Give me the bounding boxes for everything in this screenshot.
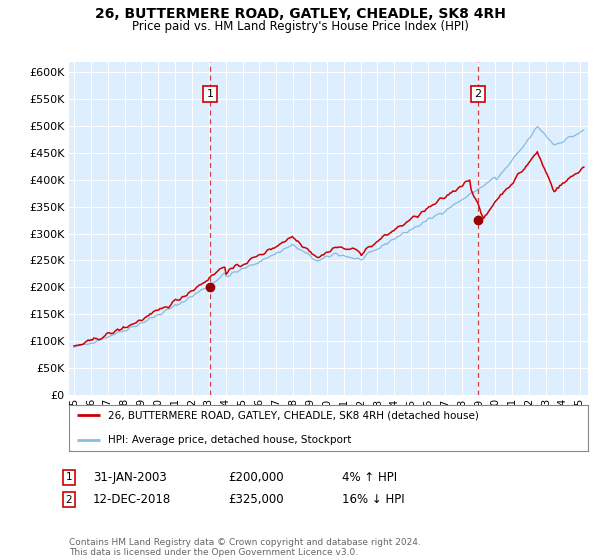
Text: Price paid vs. HM Land Registry's House Price Index (HPI): Price paid vs. HM Land Registry's House … <box>131 20 469 32</box>
Text: 12-DEC-2018: 12-DEC-2018 <box>93 493 171 506</box>
Text: 4% ↑ HPI: 4% ↑ HPI <box>342 470 397 484</box>
Text: 1: 1 <box>65 472 73 482</box>
Text: £325,000: £325,000 <box>228 493 284 506</box>
Text: 26, BUTTERMERE ROAD, GATLEY, CHEADLE, SK8 4RH (detached house): 26, BUTTERMERE ROAD, GATLEY, CHEADLE, SK… <box>108 410 479 421</box>
Text: 2: 2 <box>474 89 481 99</box>
Text: 16% ↓ HPI: 16% ↓ HPI <box>342 493 404 506</box>
Text: 26, BUTTERMERE ROAD, GATLEY, CHEADLE, SK8 4RH: 26, BUTTERMERE ROAD, GATLEY, CHEADLE, SK… <box>95 7 505 21</box>
Text: Contains HM Land Registry data © Crown copyright and database right 2024.
This d: Contains HM Land Registry data © Crown c… <box>69 538 421 557</box>
Text: 1: 1 <box>207 89 214 99</box>
Text: HPI: Average price, detached house, Stockport: HPI: Average price, detached house, Stoc… <box>108 435 352 445</box>
Text: 31-JAN-2003: 31-JAN-2003 <box>93 470 167 484</box>
Text: 2: 2 <box>65 494 73 505</box>
Text: £200,000: £200,000 <box>228 470 284 484</box>
